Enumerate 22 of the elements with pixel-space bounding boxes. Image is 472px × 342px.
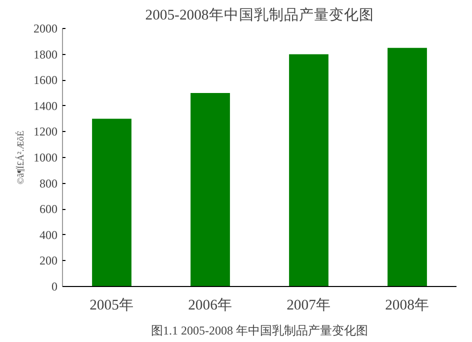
y-tick-label: 0 (52, 280, 58, 294)
bar (92, 118, 132, 286)
caption: 图1.1 2005-2008 年中国乳制品产量变化图 (151, 324, 368, 338)
bar (289, 54, 328, 286)
bar (388, 48, 427, 286)
y-axis-title: ©ã¶Ï£Á².ÆõÉ (16, 130, 26, 184)
y-tick-label: 1200 (34, 124, 58, 139)
y-tick-label: 600 (40, 202, 58, 216)
x-tick-label: 2007年 (286, 296, 331, 314)
x-tick-label: 2006年 (188, 296, 232, 314)
y-tick-label: 2000 (34, 22, 58, 36)
y-tick-label: 800 (40, 176, 58, 190)
y-tick-label: 1000 (34, 150, 58, 164)
y-tick-label: 1600 (34, 73, 58, 88)
y-tick-label: 200 (40, 254, 58, 268)
y-tick-label: 400 (40, 228, 58, 242)
y-tick-label: 1800 (34, 47, 58, 62)
y-tick-label: 1400 (34, 98, 58, 113)
x-tick-label: 2005年 (90, 296, 134, 314)
chart-title: 2005-2008年中国乳制品产量变化图 (145, 6, 374, 24)
x-tick-label: 2008年 (385, 296, 430, 314)
bar (190, 93, 230, 286)
